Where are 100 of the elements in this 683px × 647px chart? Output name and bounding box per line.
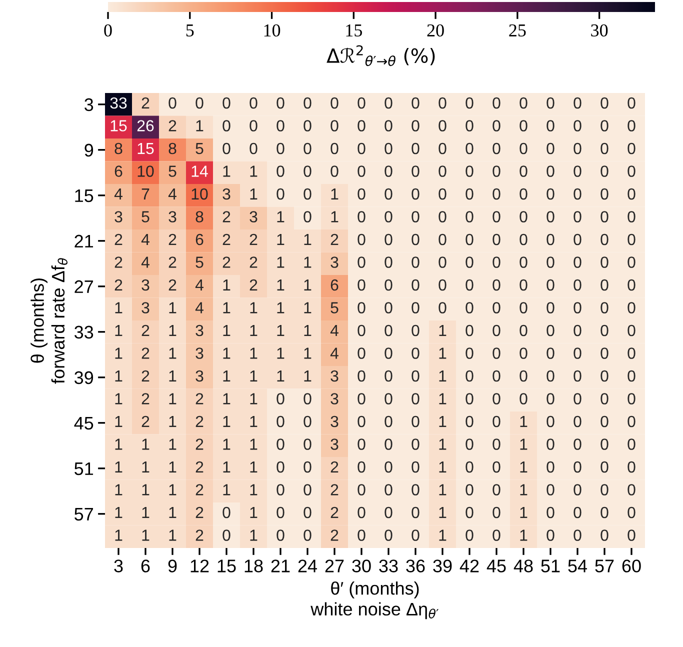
color-bar-label: 0 — [104, 24, 112, 37]
data-label: 0 — [412, 211, 420, 222]
data-label: 8 — [168, 142, 176, 154]
data-label: 4 — [141, 234, 150, 246]
data-label: 14 — [192, 166, 208, 177]
data-label: 2 — [114, 256, 122, 268]
data-label: 1 — [520, 438, 528, 450]
data-label: 0 — [546, 370, 554, 382]
data-label: 4 — [141, 256, 150, 268]
data-label: 0 — [546, 256, 554, 268]
data-label: 0 — [384, 393, 392, 404]
data-label: 0 — [628, 279, 636, 291]
data-label: 10 — [138, 166, 154, 177]
data-label: 0 — [438, 256, 446, 268]
data-label: 0 — [492, 370, 500, 382]
data-label: 0 — [546, 416, 554, 428]
data-label: 0 — [628, 530, 636, 541]
data-label: 2 — [330, 530, 338, 541]
data-label: 2 — [142, 416, 150, 428]
data-label: 1 — [115, 530, 122, 541]
x-tick-label: 6 — [141, 560, 150, 572]
data-label: 0 — [358, 438, 366, 450]
data-label: 0 — [628, 438, 636, 450]
data-label: 1 — [250, 507, 258, 518]
data-label: 0 — [466, 279, 474, 291]
data-label: 3 — [330, 256, 338, 268]
x-tick-label: 27 — [325, 560, 344, 572]
data-label: 0 — [276, 530, 284, 541]
data-label: 0 — [358, 530, 366, 541]
data-label: 0 — [628, 461, 636, 473]
data-label: 2 — [196, 393, 204, 404]
data-label: 0 — [546, 506, 554, 518]
color-bar-title: Δℛ$^{2}$$_{θ′→θ}$ (%) — [326, 45, 435, 66]
data-label: 0 — [574, 256, 582, 268]
data-label: 0 — [412, 484, 420, 496]
data-label: 0 — [358, 234, 366, 246]
data-label: 2 — [222, 256, 230, 268]
data-label: 0 — [438, 279, 446, 291]
data-label: 0 — [384, 234, 392, 246]
data-label: 0 — [546, 97, 554, 109]
data-label: 0 — [600, 348, 608, 359]
data-label: 1 — [250, 530, 258, 541]
data-label: 0 — [492, 530, 500, 541]
data-label: 0 — [492, 234, 500, 246]
data-label: 0 — [628, 256, 636, 268]
data-label: 2 — [196, 484, 204, 496]
data-label: 0 — [628, 120, 636, 132]
data-label: 0 — [520, 211, 528, 222]
data-label: 0 — [574, 324, 582, 336]
data-label: 0 — [546, 484, 554, 496]
data-label: 0 — [546, 324, 554, 336]
color-bar-label: 20 — [427, 24, 444, 37]
data-label: 0 — [628, 370, 636, 382]
data-label: 0 — [168, 97, 176, 109]
data-label: 0 — [492, 416, 500, 428]
y-tick-label: 57 — [74, 508, 93, 521]
color-bar-label: 30 — [591, 24, 608, 37]
data-label: 0 — [520, 234, 528, 246]
color-bar-label: 15 — [346, 24, 362, 37]
data-label: 0 — [600, 393, 608, 404]
data-label: 1 — [277, 280, 284, 291]
data-label: 0 — [520, 324, 528, 336]
data-label: 0 — [546, 120, 554, 132]
data-label: 0 — [358, 484, 366, 496]
data-label: 0 — [546, 188, 554, 200]
data-label: 2 — [250, 256, 258, 268]
data-label: 0 — [520, 120, 528, 132]
x-tick-label: 45 — [486, 560, 506, 572]
data-label: 1 — [115, 302, 122, 314]
data-label: 0 — [276, 120, 284, 132]
data-label: 0 — [600, 438, 608, 450]
data-label: 0 — [412, 302, 420, 314]
data-label: 2 — [250, 234, 258, 246]
data-label: 1 — [304, 302, 312, 314]
data-label: 0 — [358, 256, 366, 268]
data-label: 0 — [304, 120, 312, 132]
data-label: 0 — [466, 348, 474, 359]
data-label: 15 — [110, 120, 127, 132]
data-label: 0 — [466, 530, 474, 541]
data-label: 0 — [546, 279, 554, 291]
data-label: 0 — [222, 506, 230, 518]
data-label: 1 — [250, 325, 258, 336]
data-label: 0 — [412, 166, 420, 177]
data-label: 0 — [466, 416, 474, 428]
data-label: 8 — [114, 142, 122, 154]
data-label: 1 — [169, 370, 176, 382]
data-label: 1 — [115, 484, 122, 496]
data-label: 1 — [250, 166, 258, 177]
data-label: 1 — [250, 438, 258, 450]
data-label: 3 — [142, 302, 150, 314]
data-label: 0 — [330, 120, 338, 132]
data-label: 0 — [304, 438, 312, 450]
data-label: 1 — [277, 370, 284, 382]
data-label: 0 — [358, 211, 366, 222]
data-label: 0 — [574, 416, 582, 428]
data-label: 1 — [520, 416, 528, 428]
x-tick-label: 48 — [514, 560, 533, 572]
data-label: 0 — [466, 234, 474, 246]
data-label: 1 — [115, 348, 122, 359]
data-label: 0 — [600, 166, 608, 177]
